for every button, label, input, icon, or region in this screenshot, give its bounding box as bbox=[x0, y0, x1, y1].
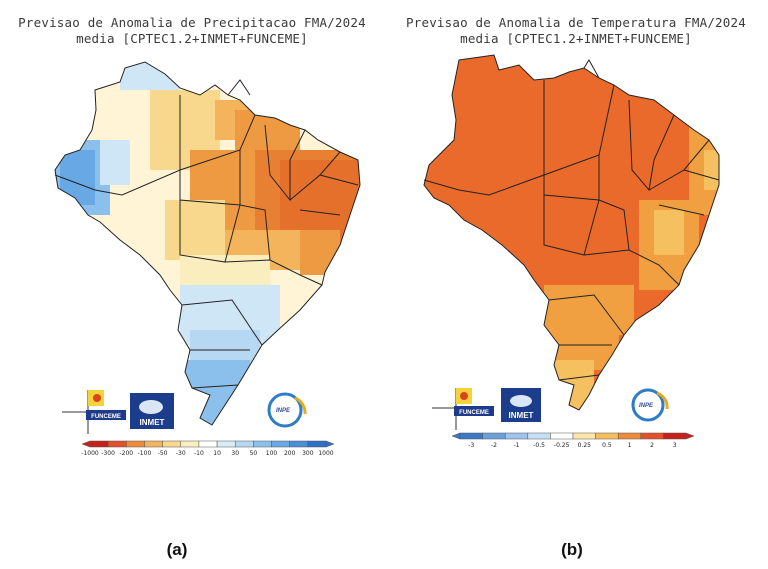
logos: FUNCEME INMET INPE bbox=[432, 388, 669, 430]
colorbar-arrow-right bbox=[685, 432, 695, 440]
colorbar-swatch bbox=[550, 432, 574, 440]
colorbar-tick-label: 0.25 bbox=[578, 442, 592, 449]
colorbar-swatch bbox=[307, 440, 327, 448]
caption-b: (b) bbox=[561, 540, 583, 559]
precipitation-map bbox=[54, 61, 361, 426]
colorbar-tick-label: -3 bbox=[468, 442, 474, 449]
colorbar-swatch bbox=[126, 440, 145, 448]
colorbar-tick-label: -200 bbox=[119, 450, 133, 457]
colorbar-tick-label: 50 bbox=[250, 450, 258, 457]
colorbar-tick-label: -10 bbox=[194, 450, 204, 457]
colorbar-swatches bbox=[81, 440, 335, 448]
colorbar-swatch bbox=[289, 440, 309, 448]
temperature-colorbar: -3 -2 -1 -0.5 -0.25 0.25 0.5 1 2 3 bbox=[451, 432, 695, 449]
colorbar-swatch bbox=[617, 432, 642, 440]
colorbar-swatch bbox=[271, 440, 290, 448]
colorbar-arrow-left bbox=[81, 440, 91, 448]
colorbar-swatch bbox=[216, 440, 236, 448]
colorbar-arrow-right bbox=[325, 440, 335, 448]
colorbar-tick-label: 30 bbox=[231, 450, 239, 457]
colorbar-swatch bbox=[482, 432, 506, 440]
svg-text:INMET: INMET bbox=[140, 418, 165, 427]
colorbar-tick-label: 10 bbox=[213, 450, 221, 457]
colorbar-swatch bbox=[459, 432, 483, 440]
colorbar-tick-label: 0.5 bbox=[602, 442, 612, 449]
colorbar-swatch bbox=[640, 432, 664, 440]
colorbar-swatch bbox=[234, 440, 254, 448]
colorbar-tick-label: -0.25 bbox=[554, 442, 570, 449]
colorbar-swatch bbox=[89, 440, 109, 448]
colorbar-swatch bbox=[527, 432, 551, 440]
colorbar-swatch bbox=[107, 440, 127, 448]
colorbar-tick-label: -2 bbox=[491, 442, 497, 449]
colorbar-tick-label: -50 bbox=[158, 450, 168, 457]
funceme-logo: FUNCEME bbox=[432, 388, 494, 430]
colorbar-swatch bbox=[198, 440, 218, 448]
inmet-logo: INMET bbox=[501, 388, 541, 422]
precipitation-panel: Previsao de Anomalia de Precipitacao FMA… bbox=[0, 0, 384, 559]
colorbar-arrow-left bbox=[451, 432, 461, 440]
colorbar-tick-label: 1000 bbox=[318, 450, 333, 457]
colorbar-tick-label: -0.5 bbox=[533, 442, 545, 449]
funceme-logo: FUNCEME bbox=[62, 390, 126, 434]
svg-text:FUNCEME: FUNCEME bbox=[459, 410, 489, 416]
temperature-title: Previsao de Anomalia de Temperatura FMA/… bbox=[406, 15, 746, 30]
svg-text:INPE: INPE bbox=[276, 408, 291, 414]
colorbar-tick-label: 100 bbox=[266, 450, 278, 457]
colorbar-swatch bbox=[180, 440, 200, 448]
colorbar-tick-label: -100 bbox=[138, 450, 152, 457]
colorbar-tick-label: -1000 bbox=[81, 450, 99, 457]
inmet-logo: INMET bbox=[130, 393, 174, 429]
temperature-subtitle: media [CPTEC1.2+INMET+FUNCEME] bbox=[460, 31, 692, 46]
colorbar-swatches bbox=[451, 432, 695, 440]
colorbar-tick-label: -1 bbox=[514, 442, 520, 449]
colorbar-swatch bbox=[253, 440, 272, 448]
logos: FUNCEME INMET INPE bbox=[62, 390, 307, 434]
colorbar-swatch bbox=[162, 440, 182, 448]
colorbar-tick-label: -30 bbox=[176, 450, 186, 457]
colorbar-swatch bbox=[504, 432, 529, 440]
colorbar-tick-label: 3 bbox=[673, 442, 677, 449]
colorbar-tick-label: 1 bbox=[628, 442, 632, 449]
colorbar-tick-label: 200 bbox=[284, 450, 296, 457]
svg-text:INPE: INPE bbox=[639, 403, 654, 409]
temperature-panel: Previsao de Anomalia de Temperatura FMA/… bbox=[384, 0, 768, 559]
precipitation-title: Previsao de Anomalia de Precipitacao FMA… bbox=[18, 15, 366, 30]
colorbar-tick-label: 2 bbox=[650, 442, 654, 449]
temperature-map bbox=[423, 54, 720, 411]
colorbar-tick-label: -300 bbox=[101, 450, 115, 457]
svg-text:FUNCEME: FUNCEME bbox=[91, 414, 121, 420]
colorbar-swatch bbox=[144, 440, 163, 448]
caption-a: (a) bbox=[166, 540, 188, 559]
inpe-logo: INPE bbox=[631, 388, 669, 422]
colorbar-swatch bbox=[595, 432, 619, 440]
colorbar-swatch bbox=[572, 432, 596, 440]
inpe-logo: INPE bbox=[267, 392, 307, 428]
colorbar-labels: -3 -2 -1 -0.5 -0.25 0.25 0.5 1 2 3 bbox=[468, 442, 676, 449]
colorbar-labels: -1000 -300 -200 -100 -50 -30 -10 10 30 50 100 200 30… bbox=[81, 450, 334, 457]
svg-text:INMET: INMET bbox=[509, 411, 534, 420]
colorbar-tick-label: 300 bbox=[302, 450, 314, 457]
colorbar-swatch bbox=[663, 432, 687, 440]
precipitation-colorbar: -1000 -300 -200 -100 -50 -30 -10 10 30 50 100 200 30… bbox=[81, 440, 335, 457]
precipitation-subtitle: media [CPTEC1.2+INMET+FUNCEME] bbox=[76, 31, 308, 46]
